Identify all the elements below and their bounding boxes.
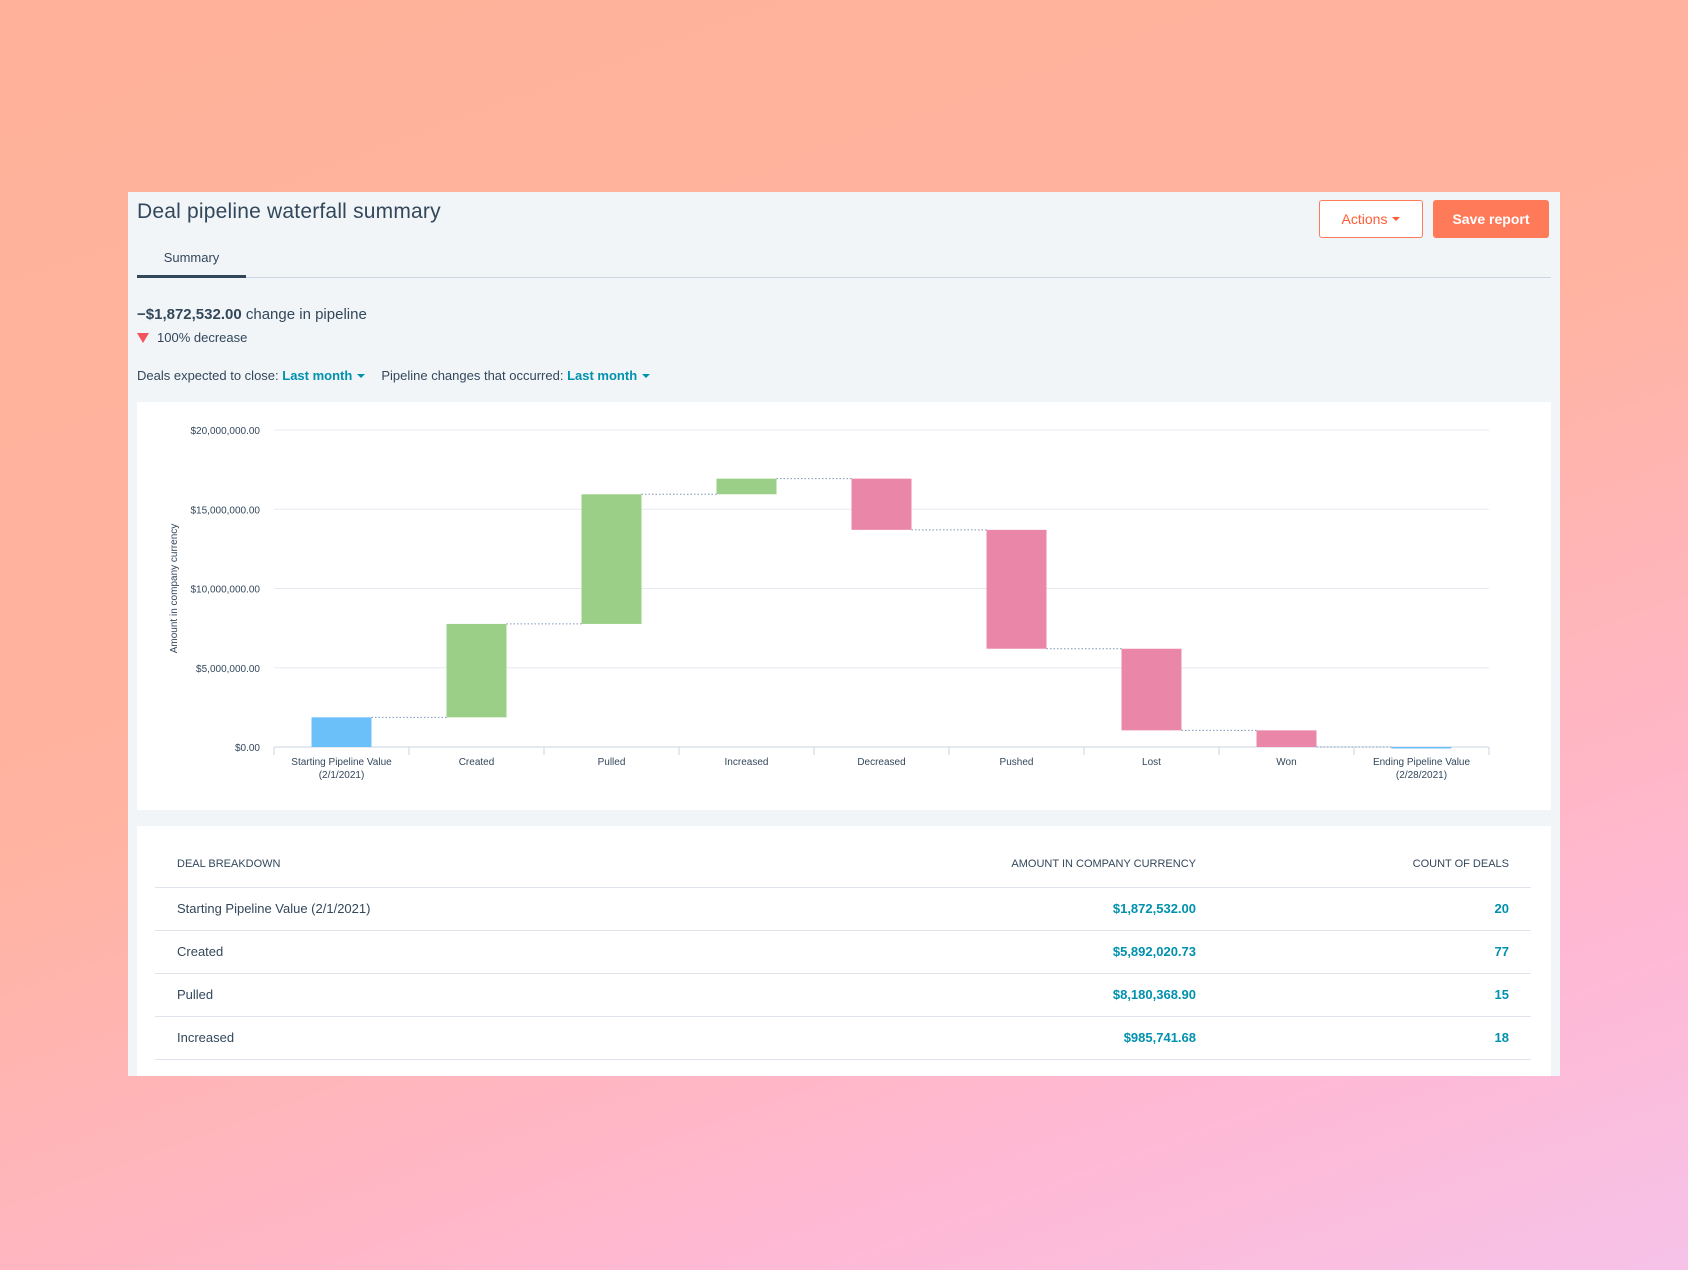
changes-filter-value: Last month	[567, 368, 638, 383]
chart-card: $0.00 $5,000,000.00 $10,000,000.00 $15,000,…	[137, 402, 1551, 810]
table-row: Created $5,892,020.73 77	[155, 931, 1531, 974]
header-amount[interactable]: AMOUNT IN COMPANY CURRENCY	[1011, 858, 1196, 870]
x-tick-label: Decreased	[857, 757, 905, 768]
tab-bar: Summary	[137, 248, 1551, 278]
close-filter-label: Deals expected to close:	[137, 368, 279, 383]
page-title: Deal pipeline waterfall summary	[137, 200, 441, 223]
row-amount[interactable]: $985,741.68	[1123, 1030, 1196, 1045]
row-amount[interactable]: $8,180,368.90	[1112, 987, 1196, 1002]
x-tick-label: Won	[1276, 757, 1296, 768]
change-value: −$1,872,532.00	[137, 306, 242, 323]
actions-label: Actions	[1341, 211, 1388, 227]
x-tick-label: Created	[459, 757, 495, 768]
bar-increase	[581, 494, 642, 624]
x-tick-label: Pushed	[1000, 757, 1034, 768]
y-tick-label: $20,000,000.00	[190, 426, 260, 437]
y-tick-label: $0.00	[235, 743, 260, 754]
y-tick-label: $15,000,000.00	[190, 505, 260, 516]
breakdown-table: DEAL BREAKDOWN AMOUNT IN COMPANY CURRENC…	[137, 826, 1551, 1076]
header-count[interactable]: COUNT OF DEALS	[1412, 858, 1509, 870]
close-filter: Deals expected to close: Last month	[137, 368, 366, 383]
caret-down-icon	[642, 373, 651, 378]
row-count[interactable]: 20	[1494, 901, 1509, 916]
triangle-down-icon	[137, 332, 149, 343]
row-label: Starting Pipeline Value (2/1/2021)	[177, 901, 371, 916]
row-amount[interactable]: $5,892,020.73	[1112, 944, 1196, 959]
table-header: DEAL BREAKDOWN AMOUNT IN COMPANY CURRENC…	[155, 848, 1531, 888]
bar-start	[1391, 747, 1452, 749]
changes-filter: Pipeline changes that occurred: Last mon…	[381, 368, 651, 383]
bar-decrease	[1121, 648, 1182, 731]
waterfall-chart: $0.00 $5,000,000.00 $10,000,000.00 $15,000,…	[169, 426, 1490, 781]
y-tick-label: $5,000,000.00	[196, 664, 260, 675]
table-row: Pulled $8,180,368.90 15	[155, 974, 1531, 1017]
y-tick-label: $10,000,000.00	[190, 585, 260, 596]
changes-filter-label: Pipeline changes that occurred:	[381, 368, 564, 383]
bar-decrease	[986, 529, 1047, 649]
save-report-button[interactable]: Save report	[1433, 200, 1549, 238]
report-window: Deal pipeline waterfall summary Actions …	[128, 192, 1560, 1076]
change-text: change in pipeline	[245, 306, 367, 323]
pipeline-change: −$1,872,532.00 change in pipeline	[137, 306, 367, 323]
table-row: Starting Pipeline Value (2/1/2021) $1,87…	[155, 888, 1531, 931]
filter-bar: Deals expected to close: Last month Pipe…	[137, 368, 651, 383]
bar-increase	[716, 478, 777, 495]
y-axis-label: Amount in company currency	[169, 524, 180, 654]
close-filter-dropdown[interactable]: Last month	[282, 368, 366, 383]
row-amount[interactable]: $1,872,532.00	[1112, 901, 1196, 916]
changes-filter-dropdown[interactable]: Last month	[567, 368, 651, 383]
bar-decrease	[1256, 730, 1317, 747]
caret-down-icon	[1392, 217, 1401, 221]
row-label: Created	[177, 944, 224, 959]
x-tick-label: Ending Pipeline Value	[1373, 757, 1471, 768]
row-count[interactable]: 77	[1494, 944, 1509, 959]
bar-start	[311, 717, 372, 747]
tab-summary[interactable]: Summary	[137, 248, 246, 278]
header-deal-breakdown[interactable]: DEAL BREAKDOWN	[177, 858, 281, 870]
bar-decrease	[851, 478, 912, 530]
close-filter-value: Last month	[282, 368, 353, 383]
row-count[interactable]: 18	[1494, 1030, 1509, 1045]
decrease-indicator: 100% decrease	[137, 330, 247, 345]
row-label: Pulled	[177, 987, 214, 1002]
bar-increase	[446, 623, 507, 718]
caret-down-icon	[357, 373, 366, 378]
x-tick-label: (2/28/2021)	[1396, 770, 1447, 781]
row-count[interactable]: 15	[1494, 987, 1509, 1002]
actions-button[interactable]: Actions	[1319, 200, 1423, 238]
x-tick-label: (2/1/2021)	[319, 770, 365, 781]
x-tick-label: Lost	[1142, 757, 1161, 768]
table-row: Increased $985,741.68 18	[155, 1017, 1531, 1060]
row-label: Increased	[177, 1030, 235, 1045]
x-tick-label: Pulled	[598, 757, 626, 768]
x-tick-label: Starting Pipeline Value	[291, 757, 392, 768]
x-tick-label: Increased	[725, 757, 769, 768]
decrease-text: 100% decrease	[157, 330, 248, 345]
